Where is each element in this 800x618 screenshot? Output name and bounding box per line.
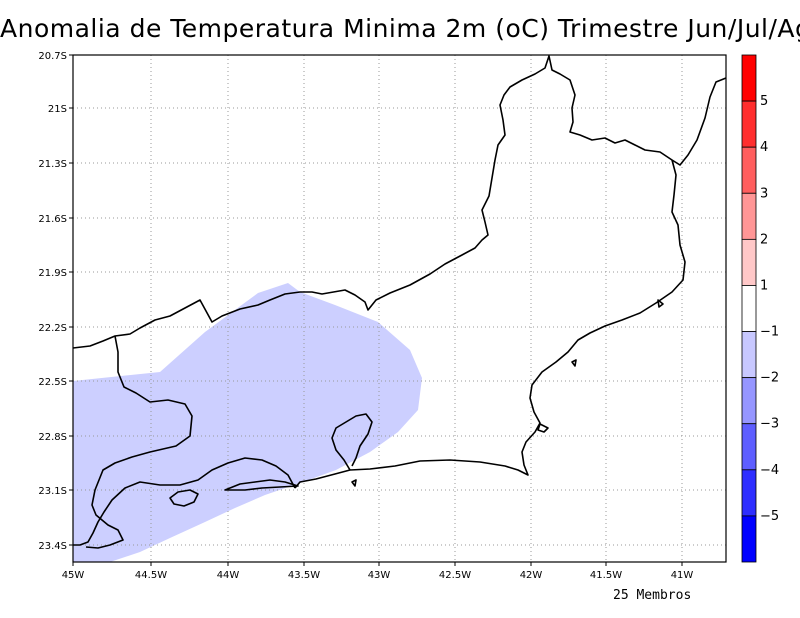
colorbar-swatch: [741, 423, 757, 471]
colorbar-label: −2: [760, 371, 779, 386]
colorbar-swatch: [741, 377, 757, 425]
map-title: Anomalia de Temperatura Minima 2m (oC) T…: [0, 14, 800, 43]
colorbar-swatch: [741, 54, 757, 102]
colorbar-swatch: [741, 100, 757, 148]
lat-tick-label: 23.1S: [38, 486, 67, 497]
colorbar-label: 5: [760, 94, 768, 109]
coastline-green-coast: [73, 457, 296, 546]
lon-tick-label: 42.5W: [439, 570, 471, 581]
colorbar-swatch: [741, 238, 757, 286]
colorbar-swatch: [741, 469, 757, 517]
small-island-2: [657, 299, 664, 308]
colorbar-label: 1: [760, 278, 768, 293]
lon-tick-label: 43W: [368, 570, 391, 581]
interior-boundary-south: [85, 335, 193, 549]
lat-tick-label: 21.3S: [38, 159, 67, 170]
ilha-grande: [169, 489, 199, 507]
latitude-axis: 20.7S 21S 21.3S 21.6S 21.9S 22.2S 22.5S 22.8S 23…: [38, 51, 73, 552]
colorbar: 5 4 3 2 1 −1 −2 −3 −4 −5: [741, 54, 779, 563]
colorbar-swatch: [741, 331, 757, 379]
lon-tick-label: 41.5W: [590, 570, 622, 581]
colorbar-swatch: [741, 192, 757, 240]
lat-tick-label: 22.8S: [38, 432, 67, 443]
guanabara-bay: [331, 413, 373, 471]
colorbar-label: −5: [760, 509, 779, 524]
lat-tick-label: 22.5S: [38, 377, 67, 388]
map-frame: [72, 54, 727, 563]
anomaly-shaded-region: [73, 283, 422, 562]
lat-tick-label: 21S: [48, 104, 67, 115]
colorbar-swatch: [741, 515, 757, 563]
lat-tick-label: 22.2S: [38, 323, 67, 334]
state-boundary-line: [72, 55, 727, 549]
small-island-4: [571, 359, 577, 367]
lat-tick-label: 23.4S: [38, 541, 67, 552]
colorbar-swatch: [741, 146, 757, 194]
lat-tick-label: 21.9S: [38, 268, 67, 279]
colorbar-label: 3: [760, 186, 768, 201]
colorbar-label: −3: [760, 417, 779, 432]
colorbar-swatch: [741, 285, 757, 332]
coastline-east: [294, 159, 686, 489]
lon-tick-label: 42W: [520, 570, 543, 581]
colorbar-label: −1: [760, 325, 779, 340]
lon-tick-label: 43.5W: [288, 570, 320, 581]
small-island-1: [537, 423, 549, 433]
lon-tick-label: 44W: [217, 570, 240, 581]
rio-de-janeiro-boundary: [72, 55, 727, 349]
longitude-axis: 45W 44.5W 44W 43.5W 43W 42.5W 42W 41.5W 41W: [62, 562, 694, 581]
colorbar-label: −4: [760, 463, 779, 478]
lon-tick-label: 45W: [62, 570, 85, 581]
colorbar-label: 2: [760, 232, 768, 247]
small-island-3: [351, 479, 357, 487]
sepetiba-bay: [224, 479, 299, 491]
colorbar-label: 4: [760, 140, 768, 155]
lon-tick-label: 44.5W: [135, 570, 167, 581]
lon-tick-label: 41W: [671, 570, 694, 581]
map-grid: [73, 55, 726, 562]
lat-tick-label: 20.7S: [38, 51, 67, 62]
members-footnote: 25 Membros: [613, 588, 692, 603]
lat-tick-label: 21.6S: [38, 214, 67, 225]
